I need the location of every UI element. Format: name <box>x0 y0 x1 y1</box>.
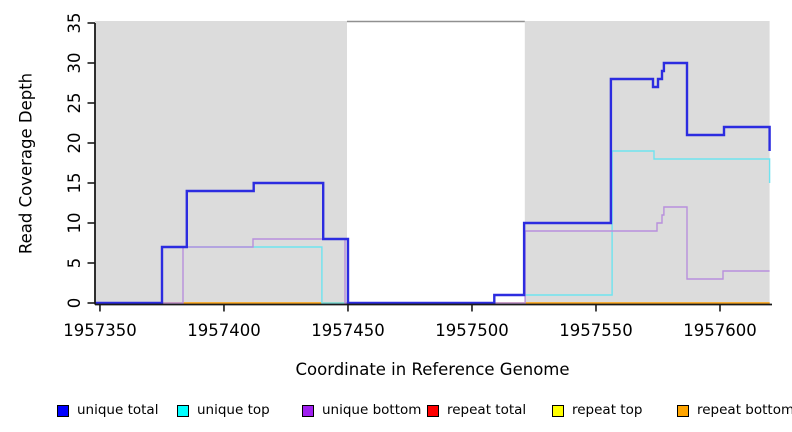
x-axis-title: Coordinate in Reference Genome <box>295 360 570 379</box>
x-tick-label: 1957350 <box>63 321 137 340</box>
x-tick-label: 1957400 <box>187 321 261 340</box>
coverage-region-shading <box>524 21 770 303</box>
y-tick-label: 20 <box>65 133 84 154</box>
series-unique-bottom-line <box>95 206 770 304</box>
y-tick-label: 10 <box>65 213 84 234</box>
y-axis-title: Read Coverage Depth <box>16 72 36 255</box>
coverage-region-shading <box>95 21 347 303</box>
y-tick-label: 15 <box>65 173 84 194</box>
series-unique-total-line <box>95 61 771 305</box>
x-tick-label: 1957550 <box>559 321 633 340</box>
x-tick-label: 1957500 <box>435 321 509 340</box>
y-tick-label: 35 <box>65 13 84 34</box>
y-tick-label: 0 <box>65 298 84 309</box>
y-tick-label: 30 <box>65 53 84 74</box>
y-tick-label: 5 <box>65 258 84 269</box>
x-tick-label: 1957450 <box>311 321 385 340</box>
x-tick-label: 1957600 <box>683 321 757 340</box>
y-tick-label: 25 <box>65 93 84 114</box>
